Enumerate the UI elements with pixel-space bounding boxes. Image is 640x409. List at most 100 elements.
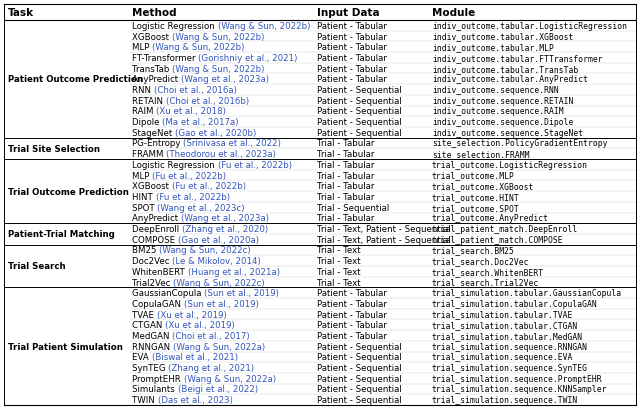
Text: Patient - Sequential: Patient - Sequential: [317, 374, 402, 383]
Text: (Wang et al., 2023a): (Wang et al., 2023a): [181, 75, 269, 84]
Text: Trial - Tabular: Trial - Tabular: [317, 182, 374, 191]
Text: Method: Method: [132, 8, 177, 18]
Text: Patient - Tabular: Patient - Tabular: [317, 65, 387, 74]
Text: HINT: HINT: [132, 193, 156, 202]
Text: PromptEHR: PromptEHR: [132, 374, 184, 383]
Text: indiv_outcome.sequence.StageNet: indiv_outcome.sequence.StageNet: [432, 128, 583, 137]
Text: XGBoost: XGBoost: [132, 32, 172, 41]
Text: Patient - Tabular: Patient - Tabular: [317, 22, 387, 31]
Text: (Wang & Sun, 2022b): (Wang & Sun, 2022b): [172, 65, 264, 74]
Text: Trial - Tabular: Trial - Tabular: [317, 150, 374, 159]
Text: (Wang & Sun, 2022b): (Wang & Sun, 2022b): [218, 22, 310, 31]
Text: trial_simulation.tabular.CTGAN: trial_simulation.tabular.CTGAN: [432, 321, 579, 330]
Text: Patient Outcome Prediction: Patient Outcome Prediction: [8, 75, 143, 84]
Text: AnyPredict: AnyPredict: [132, 75, 181, 84]
Text: indiv_outcome.sequence.RAIM: indiv_outcome.sequence.RAIM: [432, 107, 564, 116]
Text: site_selection.FRAMM: site_selection.FRAMM: [432, 150, 529, 159]
Text: GaussianCopula: GaussianCopula: [132, 288, 204, 297]
Text: RNN: RNN: [132, 86, 154, 95]
Text: Trial - Sequential: Trial - Sequential: [317, 203, 389, 212]
Text: Trial Outcome Prediction: Trial Outcome Prediction: [8, 187, 129, 196]
Text: StageNet: StageNet: [132, 128, 175, 137]
Text: Logistic Regression: Logistic Regression: [132, 22, 218, 31]
Text: (Gao et al., 2020b): (Gao et al., 2020b): [175, 128, 256, 137]
Text: Patient - Sequential: Patient - Sequential: [317, 118, 402, 127]
Text: indiv_outcome.sequence.RETAIN: indiv_outcome.sequence.RETAIN: [432, 97, 573, 106]
Text: trial_simulation.sequence.RNNGAN: trial_simulation.sequence.RNNGAN: [432, 342, 588, 351]
Text: trial_simulation.tabular.CopulaGAN: trial_simulation.tabular.CopulaGAN: [432, 299, 598, 308]
Text: Trial - Text: Trial - Text: [317, 278, 360, 287]
Text: Trial - Text, Patient - Sequential: Trial - Text, Patient - Sequential: [317, 235, 451, 244]
Text: Patient - Sequential: Patient - Sequential: [317, 353, 402, 362]
Text: (Srinivasa et al., 2022): (Srinivasa et al., 2022): [183, 139, 281, 148]
Text: indiv_outcome.sequence.Dipole: indiv_outcome.sequence.Dipole: [432, 118, 573, 127]
Text: (Zhang et al., 2020): (Zhang et al., 2020): [182, 225, 268, 234]
Text: (Theodorou et al., 2023a): (Theodorou et al., 2023a): [166, 150, 276, 159]
Text: (Choi et al., 2017): (Choi et al., 2017): [172, 331, 250, 340]
Text: PG-Entropy: PG-Entropy: [132, 139, 183, 148]
Text: (Fu et al., 2022b): (Fu et al., 2022b): [152, 171, 226, 180]
Text: Trial - Tabular: Trial - Tabular: [317, 193, 374, 202]
Text: (Wang et al., 2023c): (Wang et al., 2023c): [157, 203, 245, 212]
Text: (Gao et al., 2020a): (Gao et al., 2020a): [178, 235, 259, 244]
Text: AnyPredict: AnyPredict: [132, 214, 181, 223]
Text: trial_search.Trial2Vec: trial_search.Trial2Vec: [432, 278, 540, 287]
Text: CopulaGAN: CopulaGAN: [132, 299, 184, 308]
Text: Trial Search: Trial Search: [8, 262, 66, 271]
Text: Trial - Tabular: Trial - Tabular: [317, 160, 374, 169]
Text: Patient - Sequential: Patient - Sequential: [317, 86, 402, 95]
Text: trial_simulation.sequence.SynTEG: trial_simulation.sequence.SynTEG: [432, 363, 588, 372]
Text: (Sun et al., 2019): (Sun et al., 2019): [184, 299, 259, 308]
Text: (Wang & Sun, 2022a): (Wang & Sun, 2022a): [184, 374, 276, 383]
Text: Trial Site Selection: Trial Site Selection: [8, 144, 100, 153]
Text: SynTEG: SynTEG: [132, 363, 168, 372]
Text: Logistic Regression: Logistic Regression: [132, 160, 218, 169]
Text: RAIM: RAIM: [132, 107, 156, 116]
Text: Module: Module: [432, 8, 476, 18]
Text: trial_outcome.XGBoost: trial_outcome.XGBoost: [432, 182, 534, 191]
Text: Trial - Text: Trial - Text: [317, 256, 360, 265]
Text: Simulants: Simulants: [132, 384, 177, 393]
Text: Trial2Vec: Trial2Vec: [132, 278, 173, 287]
Text: trial_simulation.sequence.KNNSampler: trial_simulation.sequence.KNNSampler: [432, 384, 607, 393]
Text: RNNGAN: RNNGAN: [132, 342, 173, 351]
Text: Trial - Text: Trial - Text: [317, 267, 360, 276]
Text: Patient - Sequential: Patient - Sequential: [317, 128, 402, 137]
Text: Patient - Tabular: Patient - Tabular: [317, 299, 387, 308]
Text: trial_search.Doc2Vec: trial_search.Doc2Vec: [432, 256, 529, 265]
Text: trial_search.BM25: trial_search.BM25: [432, 246, 515, 255]
Text: Patient - Sequential: Patient - Sequential: [317, 395, 402, 404]
Text: FT-Transformer: FT-Transformer: [132, 54, 198, 63]
Text: EVA: EVA: [132, 353, 152, 362]
Text: Trial - Tabular: Trial - Tabular: [317, 139, 374, 148]
Text: indiv_outcome.tabular.AnyPredict: indiv_outcome.tabular.AnyPredict: [432, 75, 588, 84]
Text: DeepEnroll: DeepEnroll: [132, 225, 182, 234]
Text: Trial - Text: Trial - Text: [317, 246, 360, 255]
Text: Patient - Tabular: Patient - Tabular: [317, 321, 387, 330]
Text: (Wang & Sun, 2022a): (Wang & Sun, 2022a): [173, 342, 265, 351]
Text: trial_outcome.MLP: trial_outcome.MLP: [432, 171, 515, 180]
Text: (Biswal et al., 2021): (Biswal et al., 2021): [152, 353, 237, 362]
Text: TVAE: TVAE: [132, 310, 157, 319]
Text: Patient - Tabular: Patient - Tabular: [317, 54, 387, 63]
Text: Patient - Tabular: Patient - Tabular: [317, 331, 387, 340]
Text: indiv_outcome.tabular.TransTab: indiv_outcome.tabular.TransTab: [432, 65, 579, 74]
Text: trial_simulation.tabular.GaussianCopula: trial_simulation.tabular.GaussianCopula: [432, 288, 622, 297]
Text: trial_outcome.LogisticRegression: trial_outcome.LogisticRegression: [432, 160, 588, 169]
Text: indiv_outcome.tabular.FTTransformer: indiv_outcome.tabular.FTTransformer: [432, 54, 603, 63]
Text: CTGAN: CTGAN: [132, 321, 165, 330]
Text: trial_outcome.SPOT: trial_outcome.SPOT: [432, 203, 520, 212]
Text: (Xu et al., 2018): (Xu et al., 2018): [156, 107, 226, 116]
Text: MLP: MLP: [132, 43, 152, 52]
Text: (Wang & Sun, 2022b): (Wang & Sun, 2022b): [172, 32, 264, 41]
Text: (Xu et al., 2019): (Xu et al., 2019): [165, 321, 235, 330]
Text: Trial - Text, Patient - Sequential: Trial - Text, Patient - Sequential: [317, 225, 451, 234]
Text: Dipole: Dipole: [132, 118, 163, 127]
Text: Patient - Sequential: Patient - Sequential: [317, 97, 402, 106]
Text: Patient - Tabular: Patient - Tabular: [317, 310, 387, 319]
Text: FRAMM: FRAMM: [132, 150, 166, 159]
Text: (Xu et al., 2019): (Xu et al., 2019): [157, 310, 227, 319]
Text: Patient - Tabular: Patient - Tabular: [317, 43, 387, 52]
Text: Patient - Sequential: Patient - Sequential: [317, 363, 402, 372]
Text: Doc2Vec: Doc2Vec: [132, 256, 172, 265]
